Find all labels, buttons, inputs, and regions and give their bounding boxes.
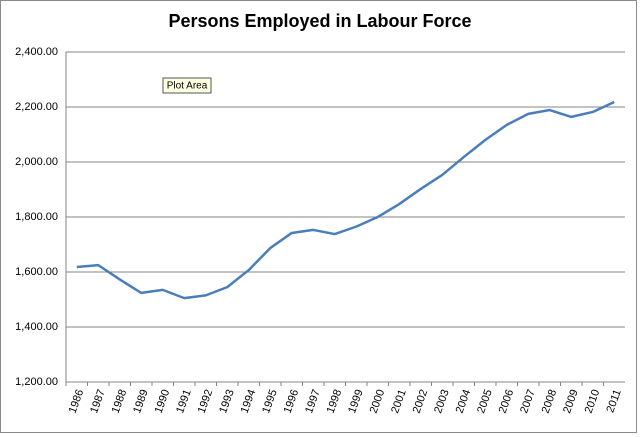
line-series	[76, 100, 615, 300]
chart-title: Persons Employed in Labour Force	[168, 11, 471, 31]
y-tick-label: 1,600.00	[15, 266, 58, 278]
y-tick-label: 2,400.00	[15, 46, 58, 58]
y-tick-label: 2,000.00	[15, 156, 58, 168]
y-tick-label: 1,400.00	[15, 321, 58, 333]
y-tick-label: 2,200.00	[15, 101, 58, 113]
tooltip-box	[162, 77, 212, 94]
tooltip: Plot Area	[167, 81, 208, 92]
y-tick-label: 1,200.00	[15, 376, 58, 388]
y-tick-label: 1,800.00	[15, 211, 58, 223]
